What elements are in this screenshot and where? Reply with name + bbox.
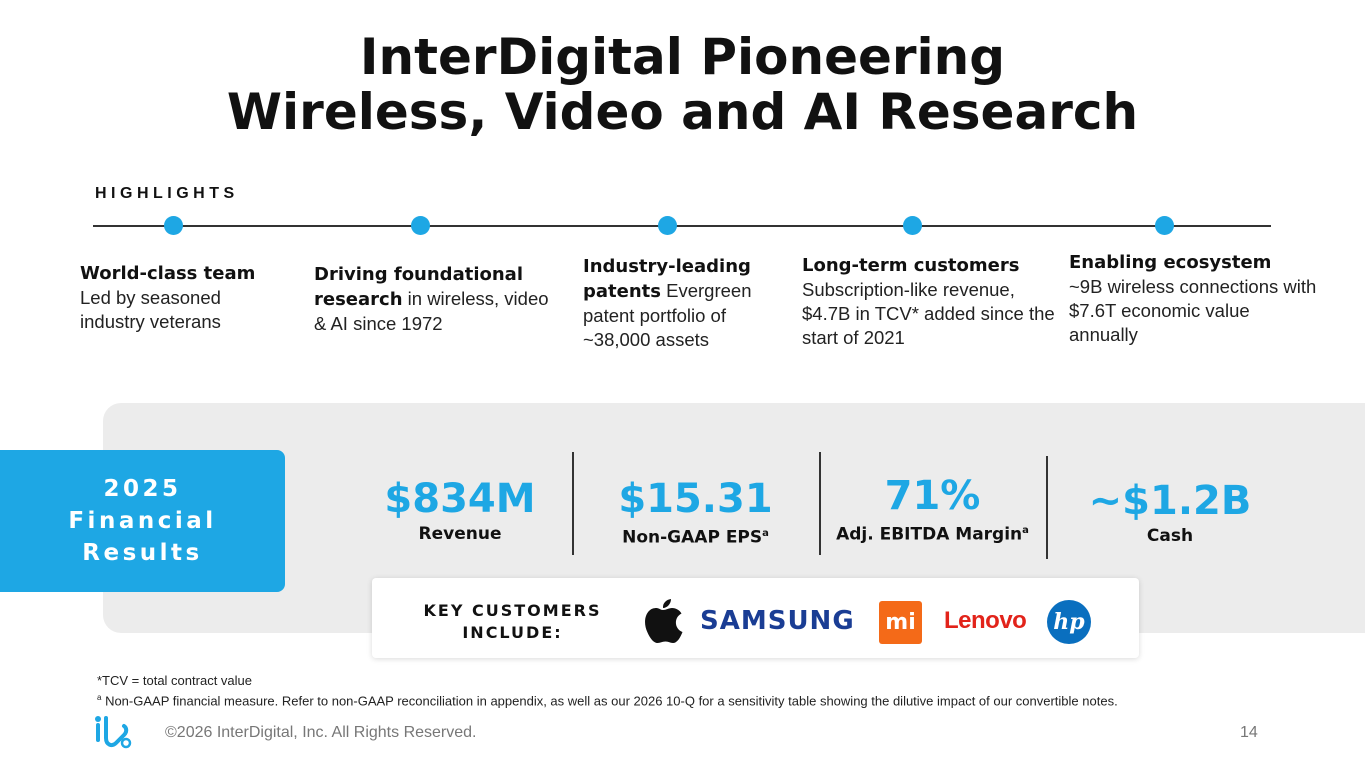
metric-value: $15.31 <box>618 476 773 522</box>
page-number: 14 <box>1240 724 1258 741</box>
mi-logo: mi <box>879 601 922 644</box>
financial-results-label: 2025 Financial Results <box>68 476 217 566</box>
highlight-title: Industry-leading patents <box>583 256 751 302</box>
financial-results-badge: 2025 Financial Results <box>0 450 285 592</box>
highlight-text: Led by seasoned industry veterans <box>80 287 221 332</box>
title-line-2: Wireless, Video and AI Research <box>226 83 1139 141</box>
timeline-dot <box>164 216 183 235</box>
highlight-patents: Industry-leading patents Evergreen paten… <box>583 254 783 352</box>
timeline-dot <box>903 216 922 235</box>
lenovo-logo: Lenovo <box>944 607 1027 634</box>
highlight-text: Evergreen patent portfolio of ~38,000 as… <box>583 280 752 350</box>
highlight-world-class-team: World-class team Led by seasoned industr… <box>80 262 290 334</box>
metric-label: Cash <box>1146 526 1194 546</box>
metric-value: ~$1.2B <box>1088 478 1252 524</box>
metric-footnote-mark: a <box>1022 525 1029 536</box>
highlight-title: World-class team <box>80 263 256 284</box>
metric-divider <box>572 452 574 555</box>
highlight-title: Enabling ecosystem <box>1069 252 1272 273</box>
highlight-text: Subscription-like revenue, $4.7B in TCV*… <box>802 279 1055 348</box>
hp-logo: hp <box>1047 600 1091 644</box>
timeline-dot <box>1155 216 1174 235</box>
key-customers-box <box>372 578 1139 658</box>
timeline-line <box>93 225 1271 227</box>
metric-label-wrap: Non-GAAP EPSa <box>598 523 793 549</box>
metric-divider <box>819 452 821 555</box>
metric-value: $834M <box>384 476 536 522</box>
metric-ebitda: 71% Adj. EBITDA Margina <box>830 474 1035 546</box>
samsung-logo: SAMSUNG <box>700 606 855 636</box>
metric-label-wrap: Adj. EBITDA Margina <box>830 520 1035 546</box>
highlight-ecosystem: Enabling ecosystem ~9B wireless connecti… <box>1069 251 1319 347</box>
highlights-label: HIGHLIGHTS <box>95 185 239 202</box>
copyright-text: ©2026 InterDigital, Inc. All Rights Rese… <box>165 724 477 741</box>
footnote-text: Non-GAAP financial measure. Refer to non… <box>101 693 1118 709</box>
title-line-1: InterDigital Pioneering <box>359 28 1006 86</box>
highlight-title: Long-term customers <box>802 255 1020 276</box>
footnote-non-gaap: a Non-GAAP financial measure. Refer to n… <box>97 690 1118 709</box>
apple-logo-icon <box>645 599 683 643</box>
footnote-tcv: *TCV = total contract value <box>97 673 252 688</box>
metric-cash: ~$1.2B Cash <box>1080 479 1260 547</box>
metric-label: Adj. EBITDA Margin <box>836 524 1023 545</box>
interdigital-logo-icon <box>95 716 132 749</box>
page-title: InterDigital Pioneering Wireless, Video … <box>0 30 1365 140</box>
metric-divider <box>1046 456 1048 559</box>
metric-footnote-mark: a <box>762 528 769 539</box>
metric-eps: $15.31 Non-GAAP EPSa <box>598 477 793 549</box>
metric-label: Non-GAAP EPS <box>622 527 763 548</box>
highlight-text: in wireless, video & AI since 1972 <box>314 288 549 334</box>
highlight-text: ~9B wireless connections with $7.6T econ… <box>1069 276 1317 345</box>
highlight-title: Driving foundational research <box>314 264 523 310</box>
metric-label: Revenue <box>418 524 502 544</box>
highlight-long-term-customers: Long-term customers Subscription-like re… <box>802 254 1062 350</box>
timeline-dot <box>658 216 677 235</box>
highlight-foundational-research: Driving foundational research in wireles… <box>314 262 549 336</box>
timeline-dot <box>411 216 430 235</box>
metric-revenue: $834M Revenue <box>370 477 550 545</box>
footnote-mark: a <box>97 693 102 702</box>
key-customers-label: KEY CUSTOMERS INCLUDE: <box>423 601 602 642</box>
metric-value: 71% <box>884 473 981 519</box>
